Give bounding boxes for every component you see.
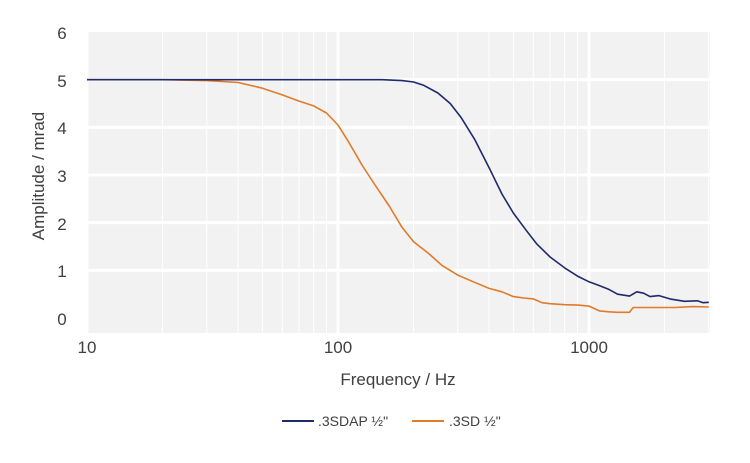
plot-area-background	[87, 32, 710, 333]
y-tick-label: 2	[57, 215, 66, 234]
series-line-sd	[87, 78, 709, 314]
y-tick-label: 1	[57, 262, 66, 281]
y-tick-label: 6	[57, 24, 66, 43]
y-tick-label: 0	[57, 310, 66, 329]
series-layer	[87, 78, 709, 314]
x-axis-title: Frequency / Hz	[340, 370, 455, 389]
legend: .3SDAP ½" .3SD ½"	[282, 413, 501, 429]
x-tick-label: 1000	[570, 338, 608, 357]
x-tick-labels: 10 100 1000	[78, 338, 608, 357]
series-line-sdap	[87, 78, 709, 304]
x-tick-label: 100	[324, 338, 352, 357]
y-tick-labels: 0 1 2 3 4 5 6	[57, 24, 66, 329]
y-tick-label: 4	[57, 119, 66, 138]
y-axis-title: Amplitude / mrad	[29, 112, 48, 241]
x-tick-label: 10	[78, 338, 97, 357]
major-gridlines	[85, 32, 710, 333]
legend-label-sdap: .3SDAP ½"	[318, 413, 388, 429]
y-tick-label: 5	[57, 72, 66, 91]
minor-gridlines	[162, 32, 710, 333]
y-tick-label: 3	[57, 167, 66, 186]
legend-label-sd: .3SD ½"	[449, 413, 501, 429]
